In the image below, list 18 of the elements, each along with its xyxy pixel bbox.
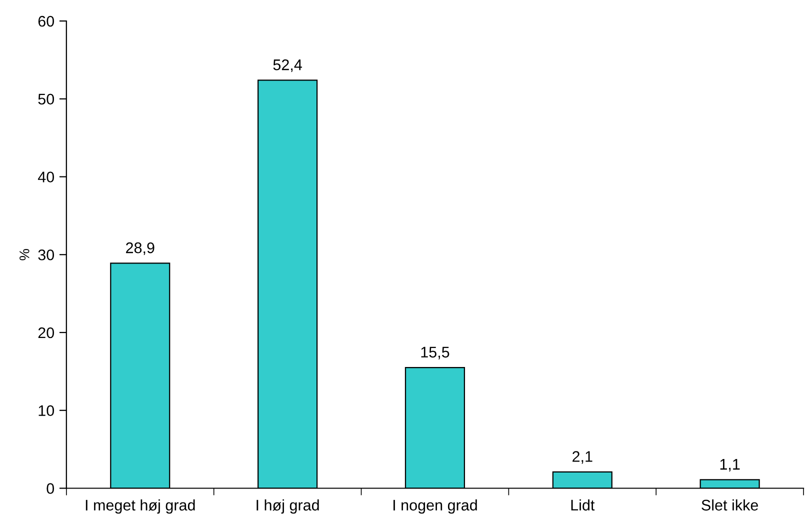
x-tick-label: I meget høj grad	[86, 499, 195, 514]
x-tick-label: I nogen grad	[393, 499, 477, 514]
y-tick-label: 0	[46, 483, 54, 494]
y-tick-label: 30	[38, 249, 54, 260]
x-tick-label: I høj grad	[256, 499, 319, 514]
y-tick-label: 20	[38, 327, 54, 338]
data-label: 28,9	[126, 242, 154, 256]
y-tick-label: 50	[38, 94, 54, 105]
x-tick-label: Slet ikke	[702, 499, 758, 511]
data-label: 1,1	[720, 459, 740, 472]
x-tick-label: Lidt	[571, 499, 595, 511]
data-label: 15,5	[421, 346, 450, 360]
y-tick-label: 10	[38, 405, 54, 416]
y-tick-label: 40	[38, 172, 54, 182]
y-axis-title: %	[20, 248, 30, 260]
data-label: 52,4	[273, 59, 302, 72]
y-tick-label: 60	[38, 16, 54, 27]
data-label: 2,1	[572, 451, 592, 464]
